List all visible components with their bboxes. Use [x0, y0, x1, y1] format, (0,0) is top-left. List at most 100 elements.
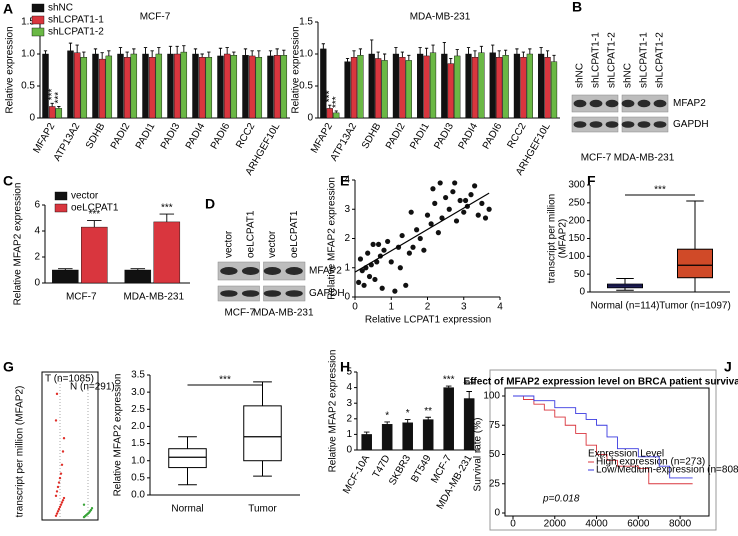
- bar: [513, 53, 521, 119]
- x-tick-label: MCF-10A: [341, 453, 372, 496]
- point: [421, 247, 427, 253]
- significance: ***: [53, 92, 64, 104]
- bar: [81, 226, 108, 284]
- band-label: GAPDH: [309, 288, 345, 299]
- blot-strip: [263, 285, 306, 302]
- y-axis-label: Relative MFAP2 expression: [327, 177, 338, 300]
- error-bar: [521, 51, 525, 58]
- error-bar: [125, 51, 129, 58]
- error-bar: [545, 50, 550, 58]
- significance: **: [424, 406, 432, 417]
- point: [56, 485, 60, 489]
- point: [55, 392, 59, 396]
- y-tick-label: 2.0: [131, 421, 145, 432]
- legend-swatch: [31, 3, 45, 13]
- point: [370, 241, 376, 247]
- significance: *: [385, 411, 389, 422]
- panel-letter: C: [3, 173, 13, 189]
- x-tick-label: 0: [352, 302, 358, 313]
- point: [403, 282, 409, 288]
- point: [430, 186, 436, 192]
- point: [479, 200, 485, 206]
- error-bar: [168, 45, 173, 54]
- point: [365, 250, 371, 256]
- x-tick-label: Tumor: [248, 504, 277, 515]
- point: [57, 481, 61, 484]
- x-tick-label: Normal: [171, 504, 203, 515]
- point: [468, 192, 474, 198]
- y-tick-label: 6: [34, 200, 40, 211]
- point: [55, 512, 59, 515]
- error-bar: [473, 50, 477, 58]
- y-tick-label: 1.5: [299, 17, 313, 28]
- bar: [92, 53, 99, 119]
- lane-label: oeLCPAT1: [245, 210, 256, 258]
- blot-band: [637, 121, 651, 128]
- point: [408, 209, 414, 215]
- bar: [544, 57, 551, 119]
- y-axis-label: Relative MFAP2 expression: [328, 350, 339, 473]
- y-axis-label: Relative MFAP2 expression: [113, 374, 124, 497]
- significance: ***: [47, 88, 58, 100]
- point: [437, 180, 443, 186]
- x-tick-label: SDHB: [84, 121, 108, 151]
- error-bar: [376, 51, 380, 59]
- y-tick-label: 200: [568, 215, 585, 226]
- x-tick-label: 8000: [669, 519, 692, 530]
- error-bar: [118, 47, 123, 54]
- point: [62, 496, 66, 500]
- error-bar: [207, 51, 211, 58]
- y-tick-label: 1: [344, 262, 350, 273]
- x-tick-label: PADI4: [457, 121, 481, 151]
- x-tick-label: 6000: [627, 519, 650, 530]
- point: [443, 194, 449, 201]
- point: [375, 241, 382, 247]
- x-tick-label: Normal (n=114): [590, 301, 659, 312]
- point: [359, 268, 365, 274]
- y-tick-label: 2.5: [131, 404, 145, 415]
- point: [457, 197, 463, 204]
- error-bar: [57, 106, 61, 109]
- bar: [502, 55, 509, 119]
- bar: [55, 108, 63, 119]
- significance: ***: [654, 185, 666, 196]
- lane-label: shNC: [575, 63, 586, 88]
- whisker: [616, 277, 634, 285]
- error-bar: [528, 48, 532, 54]
- bar: [399, 57, 406, 119]
- point: [58, 505, 62, 509]
- point: [59, 472, 63, 475]
- y-tick-label: 300: [568, 180, 585, 191]
- box: [677, 248, 713, 279]
- bar: [320, 48, 327, 119]
- bar: [153, 221, 181, 284]
- x-tick-label: PADI1: [134, 121, 158, 151]
- y-tick-label: 0: [307, 113, 313, 124]
- point: [435, 230, 441, 236]
- y-tick-label: 0.5: [131, 472, 145, 483]
- point: [60, 463, 64, 466]
- panel-letter: F: [587, 173, 596, 189]
- error-bar: [552, 54, 556, 62]
- point: [372, 276, 378, 283]
- point: [482, 215, 489, 221]
- significance: ***: [443, 375, 455, 386]
- band-label: GAPDH: [673, 119, 709, 130]
- bar: [443, 387, 454, 451]
- bar: [155, 53, 163, 119]
- band-label: MFAP2: [673, 98, 706, 109]
- panel-letter: B: [572, 0, 582, 15]
- x-tick-label: Tumor (n=1097): [659, 301, 731, 312]
- x-tick-label: SDHB: [360, 121, 384, 151]
- error-bar: [400, 51, 404, 58]
- y-tick-label: 1.0: [21, 49, 35, 60]
- lane-label: shLCPAT1-2: [655, 32, 666, 88]
- lane-label: vector: [267, 230, 278, 258]
- blot-band: [285, 267, 303, 275]
- bar: [526, 53, 533, 119]
- error-bar: [225, 47, 229, 54]
- legend-label: Low/Medium-expression (n=808): [596, 465, 738, 476]
- y-tick-label: 1.0: [131, 455, 145, 466]
- y-tick-label: 2: [34, 252, 40, 263]
- bar: [173, 53, 181, 119]
